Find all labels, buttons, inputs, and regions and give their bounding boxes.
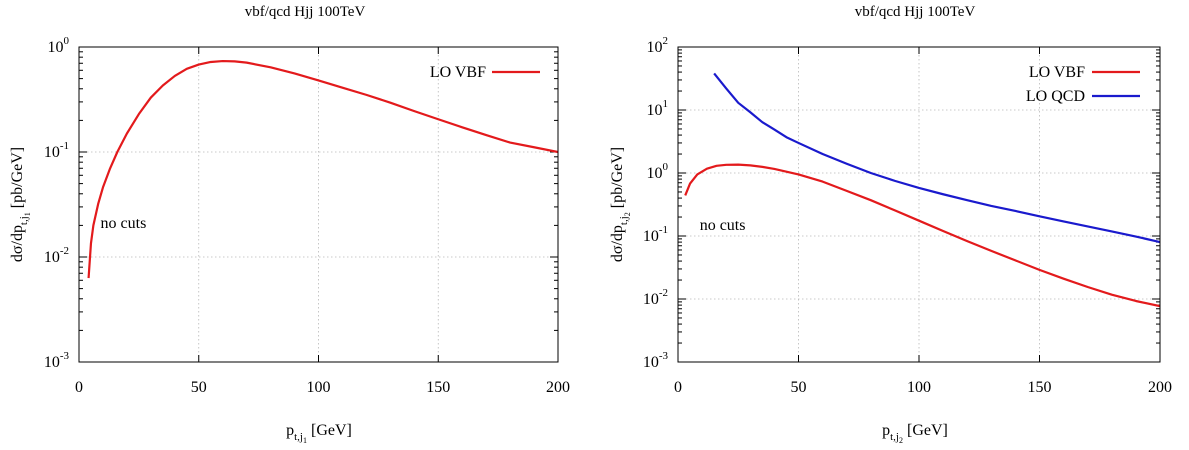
series-line-lo-vbf [684,163,1160,308]
x-tick-label: 50 [191,379,207,396]
chart-title: vbf/qcd Hjj 100TeV [855,4,976,20]
x-tick-label: 150 [1028,379,1052,396]
y-axis-label: dσ/dpt,j2 [pb/GeV] [609,147,632,262]
plot-frame [78,46,559,363]
chart-panel-1: 0 50 100 150 200 10-3 10-2 10-1 100 LO VBF no cuts… [9,4,570,445]
x-tick-label: 200 [546,379,570,396]
x-tick-label: 50 [791,379,807,396]
y-tick-label: 10-3 [44,350,70,371]
y-tick-label: 10-1 [44,140,69,161]
plot-frame [677,46,1161,363]
chart-panel-2: 0 50 100 150 200 10-3 10-2 10-1 100 101 102 LO VBF L… [609,4,1172,445]
annotation-no-cuts: no cuts [101,215,147,232]
x-tick-label: 200 [1148,379,1172,396]
y-tick-label: 10-1 [643,224,668,245]
series-line-lo-vbf [87,59,558,279]
x-tick-label: 100 [907,379,931,396]
x-tick-label: 100 [307,379,331,396]
y-tick-label: 10-3 [643,350,669,371]
series-line-lo-qcd [713,72,1160,244]
y-tick-label: 10-2 [44,245,69,266]
y-tick-label: 102 [647,35,669,56]
x-tick-label: 0 [75,379,83,396]
x-axis-label: pt,j1 [GeV] [286,422,352,445]
x-axis-label: pt,j2 [GeV] [882,422,948,445]
legend-entry-label: LO VBF [430,64,486,81]
legend-entry-label: LO VBF [1029,64,1085,81]
chart-title: vbf/qcd Hjj 100TeV [245,4,366,20]
annotation-no-cuts: no cuts [700,217,746,234]
legend-entry-label: LO QCD [1026,88,1085,105]
y-tick-label: 100 [48,35,70,56]
y-tick-label: 100 [647,161,669,182]
x-tick-label: 150 [426,379,450,396]
y-axis-label: dσ/dpt,j1 [pb/GeV] [9,147,32,262]
x-tick-label: 0 [674,379,682,396]
y-tick-label: 101 [647,98,669,119]
y-tick-label: 10-2 [643,287,668,308]
